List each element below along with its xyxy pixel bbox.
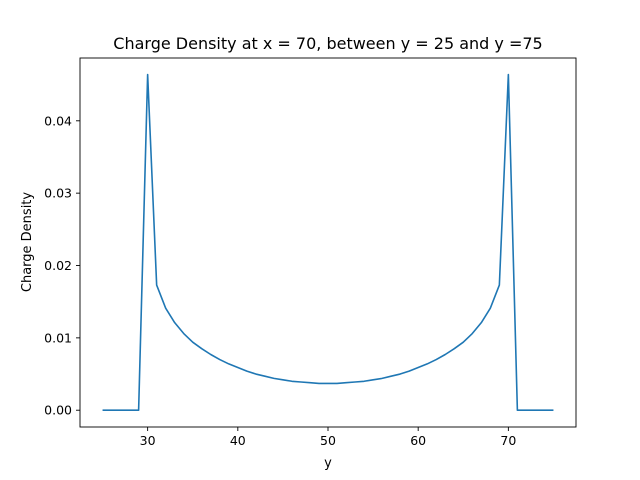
x-tick-label: 50 xyxy=(320,433,336,448)
y-tick-label: 0.04 xyxy=(44,113,72,128)
chart-title: Charge Density at x = 70, between y = 25… xyxy=(113,34,542,53)
x-tick-label: 60 xyxy=(410,433,426,448)
x-axis-label: y xyxy=(324,456,332,471)
x-tick-label: 70 xyxy=(500,433,516,448)
y-tick-label: 0.02 xyxy=(44,258,72,273)
y-tick-label: 0.01 xyxy=(44,330,72,345)
x-tick-label: 40 xyxy=(230,433,246,448)
y-axis-label: Charge Density xyxy=(20,192,35,293)
plot-area: 30 40 50 60 70 0.00 0.01 0.02 0.03 0.04 xyxy=(44,57,577,448)
x-tick-label: 30 xyxy=(140,433,156,448)
y-tick-label: 0.03 xyxy=(44,186,72,201)
y-tick-label: 0.00 xyxy=(44,403,72,418)
series-line xyxy=(102,73,554,412)
